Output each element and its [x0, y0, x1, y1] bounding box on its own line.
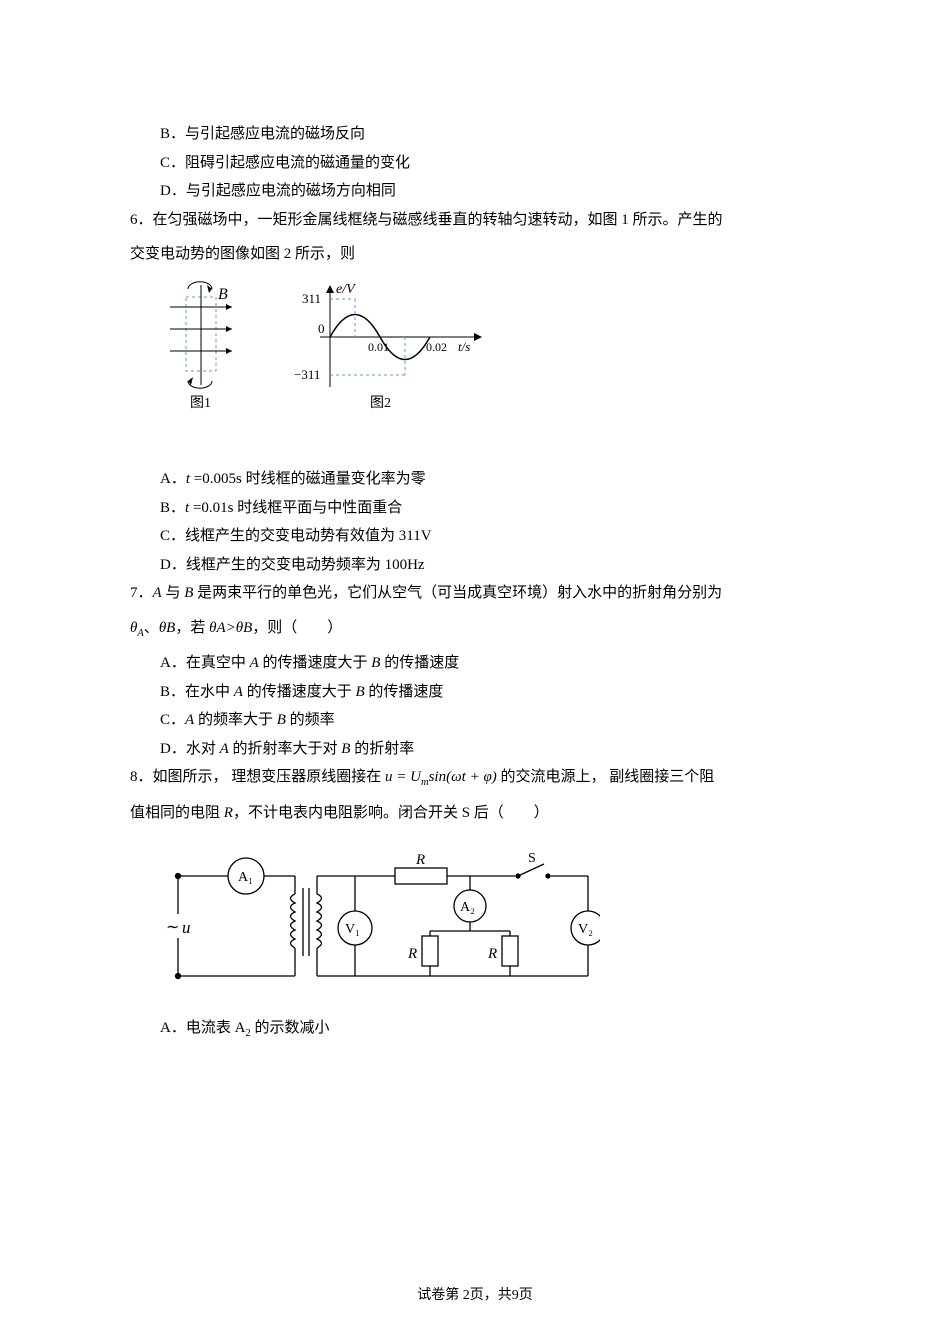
q7-c-mid: 的频率大于: [194, 712, 277, 728]
q5-option-c: C．阻碍引起感应电流的磁通量的变化: [130, 149, 820, 178]
circuit-u: u: [182, 918, 191, 937]
q7-s1-post: 是两束平行的单色光，它们从空气（可当成真空环境）射入水中的折射角分别为: [193, 585, 722, 601]
circuit-a1: A₁: [238, 870, 253, 885]
q8-s1-formula: u = U: [385, 769, 421, 785]
q7-stem-line1: 7．A 与 B 是两束平行的单色光，它们从空气（可当成真空环境）射入水中的折射角…: [130, 579, 820, 608]
q7-d-mid: 的折射率大于对: [229, 741, 342, 757]
q8-s2-post: ，不计电表内电阻影响。闭合开关 S 后（ ）: [233, 805, 549, 821]
circuit-r-left: R: [407, 946, 417, 962]
q6-stem-line1: 6．在匀强磁场中，一矩形金属线框绕与磁感线垂直的转轴匀速转动，如图 1 所示。产…: [130, 206, 820, 235]
q8-option-a: A．电流表 A2 的示数减小: [130, 1014, 820, 1044]
q7-a-mid: 的传播速度大于: [259, 655, 372, 671]
q8-stem-line1: 8．如图所示， 理想变压器原线圈接在 u = Umsin(ωt + φ) 的交流…: [130, 763, 820, 793]
q7-a-pre: A．在真空中: [160, 655, 250, 671]
q6-option-a: A．t =0.005s 时线框的磁通量变化率为零: [130, 465, 820, 494]
q7-s1-mid1: 与: [162, 585, 185, 601]
q7-d-post: 的折射率: [350, 741, 414, 757]
q7-c-a: A: [185, 712, 194, 728]
fig2-graph: e/V 311 0 −311 0.01 0.02 t/s 图2: [294, 282, 482, 411]
fig2-ylabel: e/V: [336, 282, 356, 297]
q7-c-pre: C．: [160, 712, 185, 728]
q8-circuit: A₁ A₂ V₁ V₂ R R R S ∼ u: [160, 836, 820, 1007]
fig1-label: 图1: [190, 396, 211, 411]
q6-option-d: D．线框产生的交变电动势频率为 100Hz: [130, 551, 820, 580]
q8-s1-sub: m: [421, 777, 429, 788]
q5-option-b: B．与引起感应电流的磁场反向: [130, 120, 820, 149]
q8-circuit-svg: A₁ A₂ V₁ V₂ R R R S ∼ u: [160, 836, 600, 996]
q7-s2-mid: ，若: [175, 620, 209, 636]
q5-option-d: D．与引起感应电流的磁场方向相同: [130, 177, 820, 206]
q7-b-mid: 的传播速度大于: [243, 684, 356, 700]
q6-svg: B 图1 e/V 311 0 −311: [160, 277, 500, 447]
q6-option-c: C．线框产生的交变电动势有效值为 311V: [130, 522, 820, 551]
circuit-v2: V₂: [578, 922, 593, 937]
fig2-xlabel: t/s: [458, 339, 470, 354]
q6-a-pre: A．: [160, 471, 186, 487]
circuit-r-top: R: [415, 852, 425, 868]
fig1-label-b: B: [218, 286, 228, 303]
circuit-a2: A₂: [460, 900, 475, 915]
q7-s2-tb: θB: [159, 620, 176, 636]
fig2-label: 图2: [370, 396, 391, 411]
q7-option-b: B．在水中 A 的传播速度大于 B 的传播速度: [130, 678, 820, 707]
q7-d-a: A: [220, 741, 229, 757]
q7-s2-post: ，则（ ）: [252, 620, 342, 636]
q6-stem-line2: 交变电动势的图像如图 2 所示，则: [130, 240, 820, 269]
q7-b-b: B: [355, 684, 364, 700]
q8-a-a2: A: [235, 1020, 246, 1036]
q7-a-a: A: [250, 655, 259, 671]
q7-stem-line2: θA、θB，若 θA>θB，则（ ）: [130, 614, 820, 644]
page-footer: 试卷第 2页，共9页: [0, 1284, 950, 1304]
q7-b-pre: B．在水中: [160, 684, 234, 700]
q7-c-post: 的频率: [286, 712, 335, 728]
q6-option-b: B．t =0.01s 时线框平面与中性面重合: [130, 494, 820, 523]
fig2-x2: 0.02: [426, 340, 447, 354]
q8-a-post: 的示数减小: [251, 1020, 330, 1036]
q7-c-b: B: [277, 712, 286, 728]
q7-s1-a: A: [153, 585, 162, 601]
circuit-v1: V₁: [345, 922, 360, 937]
q8-s1-post: 的交流电源上， 副线圈接三个阻: [497, 769, 715, 785]
circuit-s: S: [528, 851, 536, 866]
q8-a-pre: A．电流表: [160, 1020, 235, 1036]
q7-a-post: 的传播速度: [380, 655, 459, 671]
q8-s2-pre: 值相同的电阻: [130, 805, 224, 821]
q7-option-c: C．A 的频率大于 B 的频率: [130, 706, 820, 735]
q6-figure: B 图1 e/V 311 0 −311: [160, 277, 820, 458]
page-content: B．与引起感应电流的磁场反向 C．阻碍引起感应电流的磁通量的变化 D．与引起感应…: [0, 0, 950, 1104]
q7-s2-sep: 、: [144, 620, 159, 636]
q8-stem-line2: 值相同的电阻 R，不计电表内电阻影响。闭合开关 S 后（ ）: [130, 799, 820, 828]
q6-b-post: =0.01s 时线框平面与中性面重合: [189, 500, 402, 516]
circuit-tilde: ∼: [166, 919, 179, 936]
q8-s1-sin: sin(ωt + φ): [429, 769, 497, 785]
q7-s2-ineq: θA>θB: [209, 620, 252, 636]
q6-b-pre: B．: [160, 500, 185, 516]
fig1-coil: B 图1: [170, 281, 232, 410]
q7-option-d: D．水对 A 的折射率大于对 B 的折射率: [130, 735, 820, 764]
q7-b-a: A: [234, 684, 243, 700]
q6-a-post: =0.005s 时线框的磁通量变化率为零: [190, 471, 426, 487]
fig2-ymin: −311: [294, 367, 320, 382]
fig2-zero: 0: [318, 321, 325, 336]
q8-s1-pre: 8．如图所示， 理想变压器原线圈接在: [130, 769, 385, 785]
fig2-ymax: 311: [302, 291, 321, 306]
q7-s1-b: B: [184, 585, 193, 601]
fig2-x1: 0.01: [368, 340, 389, 354]
q7-b-post: 的传播速度: [365, 684, 444, 700]
q8-s2-r: R: [224, 805, 233, 821]
q7-s1-pre: 7．: [130, 585, 153, 601]
circuit-r-right: R: [487, 946, 497, 962]
q7-option-a: A．在真空中 A 的传播速度大于 B 的传播速度: [130, 649, 820, 678]
q7-d-pre: D．水对: [160, 741, 220, 757]
